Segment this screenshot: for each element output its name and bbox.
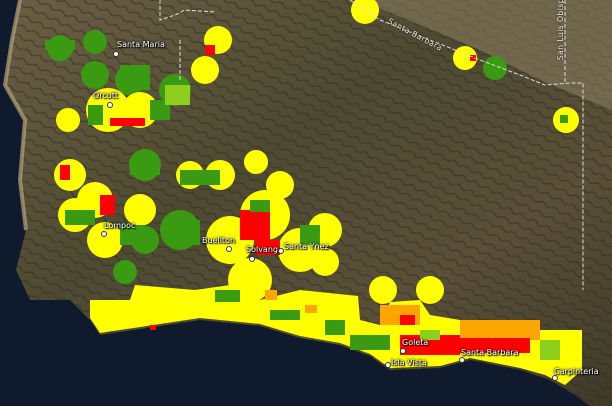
risk-patch bbox=[470, 55, 476, 61]
buffer-zone bbox=[369, 276, 397, 304]
city-label-santa-maria: Santa Maria bbox=[117, 40, 165, 49]
city-marker[interactable] bbox=[113, 51, 119, 57]
city-marker[interactable] bbox=[249, 256, 255, 262]
risk-patch bbox=[265, 290, 277, 300]
risk-patch bbox=[270, 310, 300, 320]
city-marker[interactable] bbox=[278, 248, 284, 254]
buffer-zone bbox=[113, 260, 137, 284]
risk-patch bbox=[400, 315, 415, 325]
buffer-zone bbox=[266, 171, 294, 199]
buffer-zone bbox=[483, 56, 507, 80]
city-label-goleta: Goleta bbox=[402, 338, 429, 347]
city-marker[interactable] bbox=[552, 375, 558, 381]
risk-patch bbox=[255, 240, 280, 255]
risk-patch bbox=[400, 335, 460, 355]
buffer-zone bbox=[311, 248, 339, 276]
buffer-zone bbox=[87, 222, 123, 258]
risk-patch bbox=[240, 210, 270, 240]
buffer-zone bbox=[416, 276, 444, 304]
buffer-zone bbox=[351, 0, 379, 24]
city-label-santa-ynez: Santa Ynez bbox=[284, 242, 329, 251]
risk-patch bbox=[325, 320, 345, 335]
buffer-zone bbox=[83, 30, 107, 54]
beach-strip bbox=[2, 0, 28, 231]
risk-patch bbox=[420, 330, 440, 340]
city-label-orcutt: Orcutt bbox=[93, 91, 119, 100]
risk-patch bbox=[150, 325, 156, 330]
buffer-zone bbox=[124, 194, 156, 226]
city-label-lompoc: Lompoc bbox=[104, 221, 136, 230]
risk-patch bbox=[560, 115, 568, 123]
risk-patch bbox=[205, 45, 215, 55]
risk-patch bbox=[350, 335, 390, 350]
risk-patch bbox=[45, 40, 75, 50]
buffer-zone bbox=[244, 150, 268, 174]
risk-patch bbox=[110, 118, 145, 126]
risk-patch bbox=[120, 225, 145, 245]
city-marker[interactable] bbox=[400, 348, 406, 354]
risk-patch bbox=[300, 225, 320, 245]
city-marker[interactable] bbox=[226, 246, 232, 252]
buffer-zone bbox=[191, 56, 219, 84]
risk-patch bbox=[120, 65, 150, 90]
county-label-san-luis-obispo: San Luis Obispo bbox=[556, 0, 566, 61]
ocean bbox=[0, 0, 590, 406]
city-marker[interactable] bbox=[459, 357, 465, 363]
city-label-buellton: Buellton bbox=[202, 236, 236, 245]
risk-patch bbox=[460, 338, 530, 353]
risk-patch bbox=[65, 210, 95, 225]
risk-patch bbox=[100, 195, 115, 215]
risk-patch bbox=[170, 220, 200, 245]
city-label-solvang: Solvang bbox=[246, 245, 278, 254]
risk-patch bbox=[460, 320, 540, 340]
city-label-isla-vista: Isla Vista bbox=[391, 358, 427, 367]
city-label-carpinteria: Carpinteria bbox=[554, 367, 599, 376]
risk-patch bbox=[540, 340, 560, 360]
risk-patch bbox=[250, 200, 270, 212]
valley-area bbox=[360, 0, 612, 110]
county-boundary bbox=[159, 0, 584, 290]
risk-patch bbox=[305, 305, 317, 313]
risk-patch bbox=[130, 160, 160, 175]
city-marker[interactable] bbox=[385, 362, 391, 368]
risk-patch bbox=[60, 165, 70, 180]
city-marker[interactable] bbox=[101, 231, 107, 237]
buffer-zone bbox=[56, 108, 80, 132]
city-label-santa-barbara: Santa Barbara bbox=[461, 348, 519, 357]
risk-patch bbox=[88, 105, 103, 125]
risk-patch bbox=[215, 290, 240, 302]
buffer-zone bbox=[81, 61, 109, 89]
risk-patch bbox=[180, 170, 220, 185]
city-marker[interactable] bbox=[107, 102, 113, 108]
risk-patch bbox=[165, 85, 190, 105]
